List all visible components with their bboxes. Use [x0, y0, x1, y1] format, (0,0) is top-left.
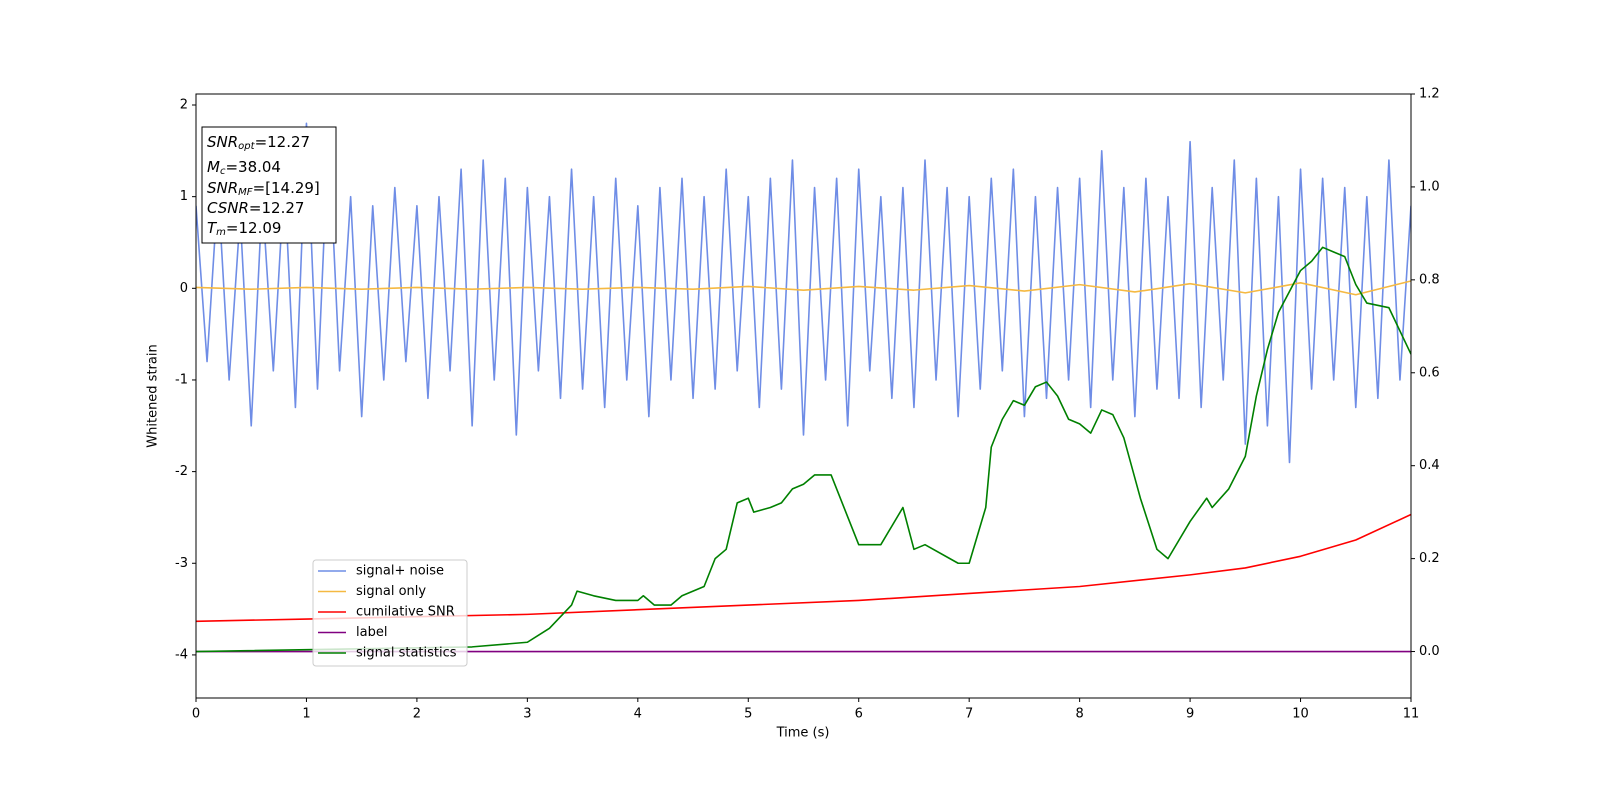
legend-frame [312, 559, 468, 667]
x-tick-label: 2 [413, 707, 421, 722]
y2-tick-label: 0.8 [1419, 272, 1440, 287]
annotation-subscript: opt [238, 141, 255, 152]
x-tick-label: 0 [192, 707, 200, 722]
annotation-frame [201, 126, 337, 244]
y-tick-label: 0 [180, 281, 188, 296]
annotation-symbol: SNR [207, 133, 238, 151]
y-tick-label: 1 [180, 189, 188, 204]
y2-tick-label: 1.0 [1419, 179, 1440, 194]
annotation-value: =12.09 [226, 219, 282, 237]
y-tick-label: -4 [175, 647, 188, 662]
annotation-subscript: m [216, 227, 226, 238]
annotation-subscript: c [220, 166, 226, 177]
legend-label: signal+ noise [356, 564, 444, 579]
x-tick-label: 1 [302, 707, 310, 722]
legend-label: cumilative SNR [356, 605, 455, 620]
annotation-line: CSNR=12.27 [207, 199, 304, 217]
annotation-symbol: SNR [207, 179, 238, 197]
x-axis-label: Time (s) [776, 726, 830, 741]
annotation-symbol: M [207, 158, 220, 176]
series-line [196, 280, 1411, 296]
annotation-line: SNRopt=12.27 [207, 133, 310, 153]
y-tick-label: -3 [175, 556, 188, 571]
y-tick-label: 2 [180, 97, 188, 112]
legend: signal+ noise signal only cumilative SNR la… [312, 559, 468, 667]
y2-tick-label: 0.2 [1419, 551, 1440, 566]
annotation-line: SNRMF=[14.29] [207, 179, 320, 199]
annotation-line: Mc=38.04 [207, 158, 281, 178]
annotation-line: Tm=12.09 [207, 219, 281, 239]
axes-frame [195, 93, 1412, 699]
x-tick-label: 5 [744, 707, 752, 722]
x-tick-label: 3 [523, 707, 531, 722]
legend-label: signal only [356, 584, 426, 599]
y2-tick-label: 1.2 [1419, 87, 1440, 102]
x-tick-label: 7 [965, 707, 973, 722]
legend-label: label [356, 625, 387, 640]
annotation-value: =[14.29] [253, 179, 320, 197]
x-tick-label: 9 [1186, 707, 1194, 722]
annotation-value: =12.27 [249, 199, 305, 217]
series-line [196, 122, 1411, 464]
annotation-symbol: CSNR [207, 199, 249, 217]
annotation-subscript: MF [238, 187, 253, 198]
y-axis-label: Whitened strain [146, 344, 161, 447]
y2-tick-label: 0.4 [1419, 458, 1440, 473]
y-tick-label: -2 [175, 464, 188, 479]
legend-label: signal statistics [356, 646, 457, 661]
annotation-value: =38.04 [225, 158, 281, 176]
x-tick-label: 4 [634, 707, 642, 722]
x-tick-label: 10 [1292, 707, 1309, 722]
x-tick-label: 11 [1403, 707, 1420, 722]
series-line [196, 246, 1411, 653]
x-tick-label: 8 [1075, 707, 1083, 722]
y2-tick-label: 0.0 [1419, 644, 1440, 659]
y2-tick-label: 0.6 [1419, 365, 1440, 380]
annotation-box: SNRopt=12.27Mc=38.04SNRMF=[14.29]CSNR=12… [201, 126, 337, 244]
annotation-value: =12.27 [255, 133, 311, 151]
annotation-symbol: T [207, 219, 218, 237]
x-tick-label: 6 [855, 707, 863, 722]
y-tick-label: -1 [175, 372, 188, 387]
